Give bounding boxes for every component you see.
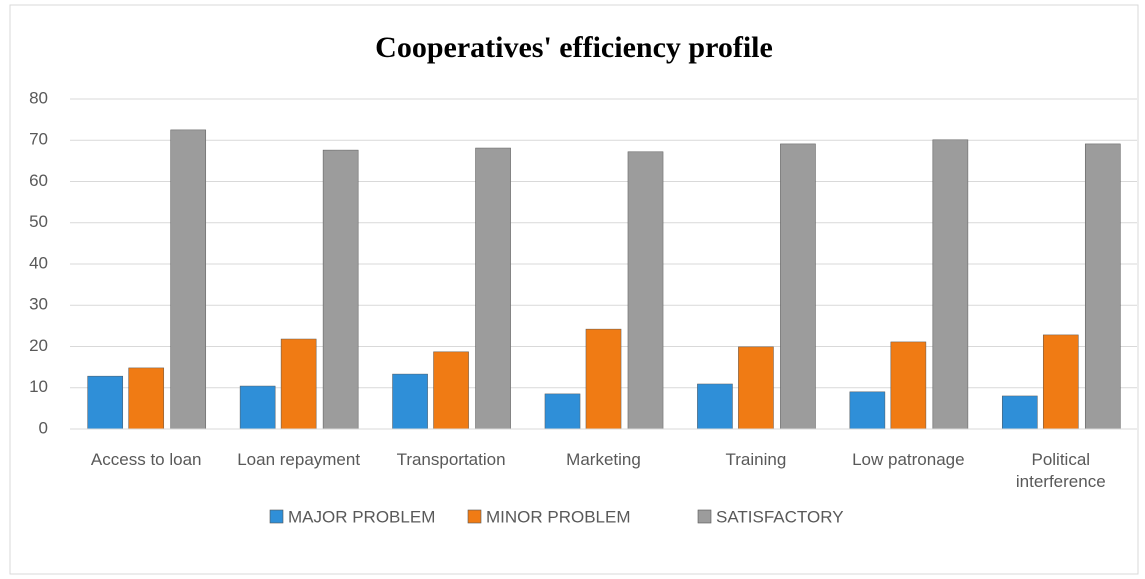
y-tick-label: 50 (29, 212, 48, 231)
legend-label: MAJOR PROBLEM (288, 507, 435, 526)
x-tick-label: Marketing (566, 450, 641, 469)
x-tick-label: Access to loan (90, 450, 202, 469)
bar (780, 143, 816, 430)
legend-label: MINOR PROBLEM (486, 507, 631, 526)
bar (280, 338, 317, 430)
legend-swatch (697, 509, 712, 524)
chart-title: Cooperatives' efficiency profile (375, 31, 773, 64)
bar (890, 341, 927, 430)
bar (239, 385, 276, 430)
legend-swatch (269, 509, 284, 524)
y-tick-label: 10 (29, 377, 48, 396)
x-tick-label: Transportation (396, 450, 506, 469)
y-tick-label: 30 (29, 295, 48, 314)
legend-label: SATISFACTORY (716, 507, 844, 526)
bar (128, 367, 165, 430)
bar (475, 147, 511, 430)
y-tick-label: 80 (29, 88, 48, 107)
bar (738, 346, 774, 430)
y-tick-label: 0 (39, 418, 48, 437)
bar (697, 383, 733, 430)
bar (87, 375, 124, 430)
x-tick-label: Low patronage (852, 450, 965, 469)
y-tick-label: 20 (29, 336, 48, 355)
y-tick-label: 60 (29, 171, 48, 190)
legend-swatch (467, 509, 482, 524)
bar (932, 139, 969, 430)
bar (1084, 143, 1121, 430)
x-tick-label: Loan repayment (237, 450, 361, 469)
x-tick-label: Political interference (1015, 450, 1106, 491)
bar (1001, 395, 1038, 430)
bar (433, 351, 469, 430)
bar (627, 151, 664, 430)
y-tick-label: 40 (29, 253, 48, 272)
bar (322, 149, 359, 430)
bar (1042, 334, 1079, 430)
bar (170, 129, 207, 430)
bar (544, 393, 581, 430)
x-tick-label: Training (725, 450, 787, 469)
bar (585, 328, 622, 430)
bar (849, 391, 886, 430)
y-tick-label: 70 (29, 130, 48, 149)
bar (392, 373, 428, 430)
